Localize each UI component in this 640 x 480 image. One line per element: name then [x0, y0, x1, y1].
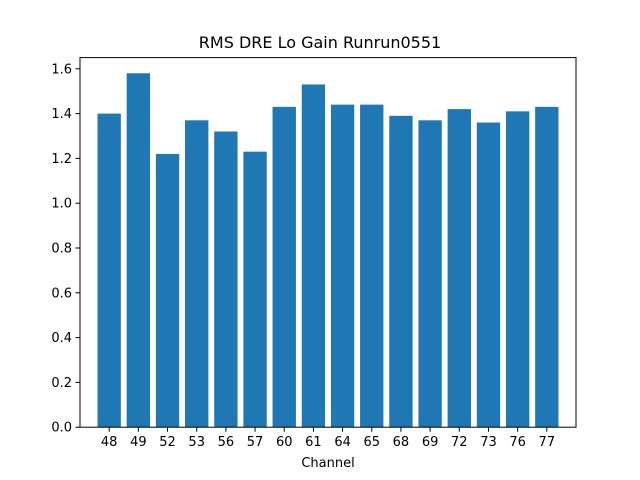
x-tick-label: 56	[218, 435, 235, 450]
x-tick-label: 57	[247, 435, 264, 450]
y-tick-label: 0.4	[51, 331, 72, 346]
x-tick-label: 68	[393, 435, 410, 450]
chart-title: RMS DRE Lo Gain Runrun0551	[199, 33, 441, 52]
bar-65	[360, 104, 384, 428]
bar-52	[155, 153, 180, 428]
x-tick-label: 64	[334, 435, 351, 450]
y-tick-label: 1.6	[51, 62, 72, 77]
bar-72	[447, 109, 471, 428]
x-tick-label: 77	[539, 435, 556, 450]
x-tick-label: 49	[130, 435, 147, 450]
x-tick-label: 53	[188, 435, 205, 450]
bar-76	[505, 111, 530, 428]
bar-57	[243, 151, 267, 428]
y-axis-ticks: 0.0 0.2 0.4 0.6 0.8 1.0 1.2 1.4 1.6	[51, 62, 80, 436]
x-tick-label: 52	[159, 435, 176, 450]
bar-61	[301, 84, 326, 428]
bar-48	[97, 113, 121, 428]
bar-60	[272, 106, 296, 428]
y-tick-label: 1.0	[51, 197, 72, 212]
bars-group	[97, 73, 559, 428]
x-axis-label: Channel	[301, 456, 354, 471]
y-tick-label: 0.0	[51, 421, 72, 436]
y-tick-label: 0.6	[51, 286, 72, 301]
bar-53	[185, 120, 209, 428]
x-tick-label: 65	[363, 435, 380, 450]
y-tick-label: 0.8	[51, 242, 72, 257]
x-tick-label: 61	[305, 435, 322, 450]
x-tick-label: 69	[422, 435, 439, 450]
plot-frame	[79, 57, 577, 428]
bar-73	[476, 122, 501, 428]
y-tick-label: 1.2	[51, 152, 72, 167]
x-tick-label: 60	[276, 435, 293, 450]
bar-77	[535, 106, 559, 428]
x-tick-label: 72	[451, 435, 468, 450]
x-tick-label: 48	[101, 435, 118, 450]
x-tick-label: 73	[480, 435, 497, 450]
bar-49	[126, 73, 151, 428]
bar-64	[330, 104, 355, 428]
bar-68	[389, 115, 413, 428]
x-axis-ticks: 48 49 52 53 56 57 60 61 64 65 68 69 72 73 76 77	[101, 427, 555, 450]
y-tick-label: 0.2	[51, 376, 72, 391]
bar-69	[418, 120, 442, 428]
bar-56	[214, 131, 238, 428]
x-tick-label: 76	[509, 435, 526, 450]
y-tick-label: 1.4	[51, 107, 72, 122]
